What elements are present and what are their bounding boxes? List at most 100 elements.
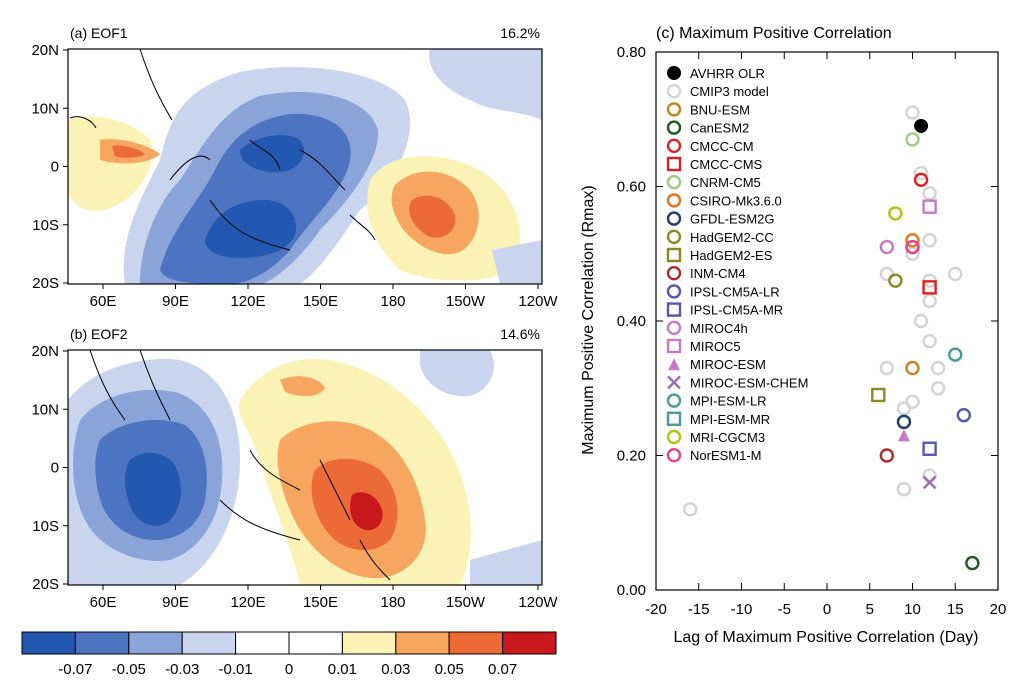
legend-label: MIROC-ESM-CHEM <box>690 375 808 390</box>
colorbar-swatch <box>395 631 450 655</box>
legend-marker <box>666 302 682 317</box>
legend-marker <box>666 284 682 299</box>
legend-label: MIROC4h <box>690 321 748 336</box>
legend-marker <box>666 411 682 426</box>
y-tick-label: 0.00 <box>617 582 646 599</box>
legend-label: CMCC-CMS <box>690 157 763 172</box>
data-point <box>948 347 963 362</box>
legend-marker <box>666 156 682 172</box>
data-point <box>914 118 929 133</box>
data-point <box>896 414 912 430</box>
legend-marker <box>667 66 681 80</box>
eof2-contours <box>68 350 542 585</box>
data-point <box>905 105 920 120</box>
data-point <box>930 360 946 376</box>
lat-tick-label: 20N <box>31 343 59 360</box>
legend-marker <box>666 429 682 445</box>
data-point <box>922 333 937 349</box>
lat-tick-label: 0 <box>51 159 59 176</box>
colorbar-swatch <box>341 631 397 655</box>
legend-label: INM-CM4 <box>690 266 746 281</box>
legend-marker <box>666 83 682 99</box>
colorbar-swatch <box>235 631 290 655</box>
legend-marker <box>666 320 682 335</box>
data-point <box>913 172 929 187</box>
legend-marker <box>666 138 682 154</box>
lat-tick-label: 10N <box>31 100 59 117</box>
panel-a-label: (a) EOF1 <box>70 25 128 41</box>
data-point <box>922 186 937 201</box>
lat-tick-label: 10N <box>31 401 59 418</box>
lon-tick-label: 180 <box>380 293 405 310</box>
data-point <box>896 401 912 416</box>
y-tick-label: 0.80 <box>617 44 646 61</box>
legend-label: MPI-ESM-LR <box>690 394 767 409</box>
data-point <box>905 239 920 255</box>
lat-tick-label: 20S <box>32 576 59 593</box>
data-point <box>683 502 698 517</box>
legend-marker <box>666 338 682 354</box>
data-point <box>913 165 929 181</box>
colorbar-swatch <box>288 631 343 655</box>
data-point <box>905 233 920 248</box>
lon-tick-label: 60E <box>90 293 117 310</box>
scatter-axes: -20 -15 -10 -5 0 5 10 15 20 0.00 0.20 0.40 0.60 0.80 <box>617 44 1007 618</box>
data-point <box>888 273 903 288</box>
legend-label: CSIRO-Mk3.6.0 <box>690 193 782 208</box>
legend-marker <box>666 448 682 463</box>
legend-label: BNU-ESM <box>690 102 750 117</box>
legend-label: CMIP3 model <box>690 84 769 99</box>
x-tick-label: -15 <box>688 601 710 618</box>
x-tick-label: 0 <box>823 601 831 618</box>
data-point <box>922 441 937 456</box>
scatter-legend: AVHRR OLR CMIP3 model BNU-ESM CanESM2 CMCC-C… <box>666 66 808 463</box>
legend-marker <box>666 193 682 208</box>
data-point <box>913 313 929 329</box>
x-tick-label: 20 <box>990 601 1007 618</box>
legend-label: MRI-CGCM3 <box>690 430 765 445</box>
y-axis-label: Maximum Positive Correlation (Rmax) <box>580 185 597 454</box>
lon-tick-label: 150W <box>446 594 486 611</box>
panel-a-variance: 16.2% <box>500 25 540 41</box>
legend-marker <box>666 120 682 135</box>
colorbar-label: 0.05 <box>435 661 464 678</box>
x-tick-label: 5 <box>866 601 874 618</box>
legend-marker <box>667 375 681 390</box>
lon-tick-label: 120W <box>518 293 558 310</box>
data-point <box>948 266 963 282</box>
panel-c: (c) Maximum Positive Correlation -20 -15-… <box>580 25 1006 646</box>
data-point <box>871 387 886 403</box>
y-tick-label: 0.20 <box>617 448 646 465</box>
legend-label: CanESM2 <box>690 121 749 136</box>
legend-label: GFDL-ESM2G <box>690 212 775 227</box>
panel-b: (b) EOF2 14.6% <box>67 326 543 586</box>
lon-tick-label: 120W <box>518 594 558 611</box>
data-point <box>888 206 903 221</box>
lat-tick-label: 10S <box>32 217 59 234</box>
legend-label: AVHRR OLR <box>690 66 765 81</box>
legend-label: HadGEM2-ES <box>690 248 773 263</box>
y-tick-label: 0.60 <box>617 179 646 196</box>
colorbar-swatch <box>74 631 130 655</box>
lon-tick-label: 60E <box>90 594 117 611</box>
lon-tick-label: 90E <box>162 594 189 611</box>
colorbar-swatch <box>502 631 557 655</box>
legend-marker <box>666 247 682 263</box>
scatter-points <box>683 105 980 571</box>
colorbar-label: -0.05 <box>112 661 146 678</box>
legend-label: MIROC-ESM <box>690 357 766 372</box>
data-point <box>922 280 937 295</box>
data-point <box>879 239 895 255</box>
map-axes: 20N 10N 0 10S 20S 60E 90E 120E 150E 180 150W 120W 20… <box>31 42 558 611</box>
data-point <box>879 360 895 376</box>
legend-label: CNRM-CM5 <box>690 175 761 190</box>
data-point <box>897 429 910 442</box>
legend-label: HadGEM2-CC <box>690 230 774 245</box>
colorbar-swatch <box>128 631 183 655</box>
legend-label: CMCC-CM <box>690 139 754 154</box>
colorbar-label: 0 <box>285 661 293 678</box>
data-point <box>905 132 920 147</box>
legend-marker <box>666 211 682 226</box>
colorbar-swatch <box>181 631 237 655</box>
lon-tick-label: 150W <box>446 293 486 310</box>
